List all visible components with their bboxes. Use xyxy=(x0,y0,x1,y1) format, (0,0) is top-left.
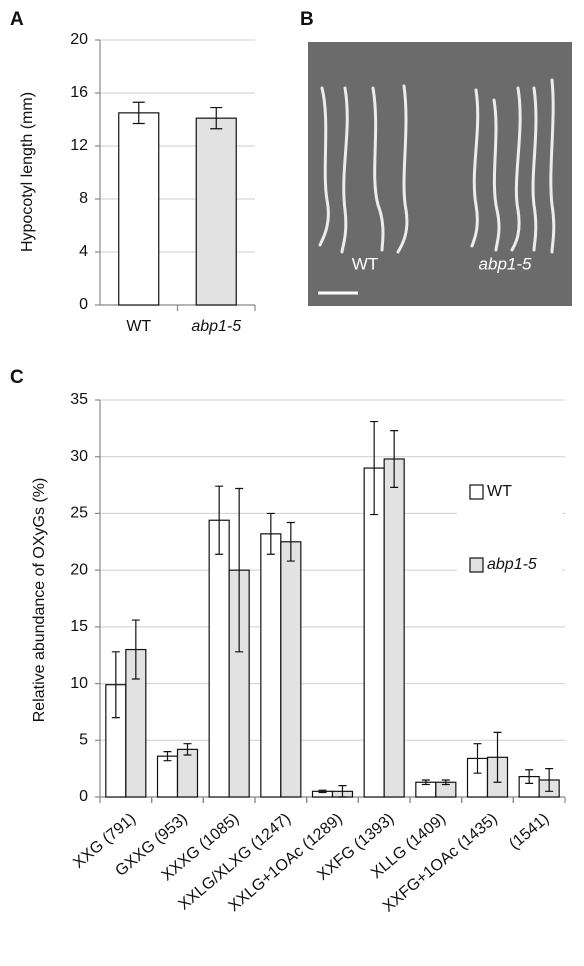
y-tick-label: 25 xyxy=(70,505,88,522)
bar xyxy=(118,112,160,306)
y-tick-label: 15 xyxy=(70,618,88,635)
error-bar xyxy=(183,743,192,756)
error-bar xyxy=(131,619,140,680)
y-tick-label: 20 xyxy=(70,31,88,48)
error-bar xyxy=(370,420,379,516)
legend-label: WT xyxy=(487,483,512,500)
y-tick-label: 30 xyxy=(70,448,88,465)
y-tick-label: 0 xyxy=(79,296,88,313)
bar xyxy=(208,519,230,798)
y-tick-label: 35 xyxy=(70,391,88,408)
error-bar xyxy=(441,779,450,786)
error-bar xyxy=(266,512,275,555)
error-bar xyxy=(235,487,244,653)
photo-label: abp1-5 xyxy=(479,254,532,273)
x-tick-label: abp1-5 xyxy=(191,318,241,335)
legend-swatch xyxy=(469,484,484,500)
error-bar xyxy=(163,751,172,762)
error-bar xyxy=(215,485,224,555)
y-tick-label: 10 xyxy=(70,675,88,692)
bar xyxy=(195,117,237,306)
y-axis-label: Relative abundance of OXyGs (%) xyxy=(31,478,48,723)
seedlings xyxy=(318,78,556,254)
photo xyxy=(308,42,572,306)
bar xyxy=(260,533,282,798)
y-tick-label: 5 xyxy=(79,732,88,749)
panel-label: C xyxy=(10,367,24,388)
photo-background xyxy=(308,42,572,306)
bar xyxy=(383,458,405,798)
error-bar xyxy=(421,779,430,786)
panel-label: B xyxy=(300,9,314,30)
error-bar xyxy=(210,106,223,130)
x-tick-label: WT xyxy=(126,318,151,335)
error-bar xyxy=(338,785,347,798)
photo-label: WT xyxy=(352,254,378,273)
y-tick-label: 4 xyxy=(79,243,88,260)
y-tick-label: 12 xyxy=(70,137,88,154)
y-tick-label: 8 xyxy=(79,190,88,207)
error-bar xyxy=(473,743,482,774)
error-bar xyxy=(525,769,534,784)
bar xyxy=(280,541,302,798)
panel-label: A xyxy=(10,9,24,30)
error-bar xyxy=(390,430,399,488)
error-bar xyxy=(545,768,554,792)
error-bar xyxy=(111,651,120,719)
y-tick-label: 16 xyxy=(70,84,88,101)
error-bar xyxy=(318,789,327,794)
y-tick-label: 0 xyxy=(79,788,88,805)
error-bar xyxy=(286,521,295,562)
legend-swatch xyxy=(469,557,484,573)
error-bar xyxy=(132,101,145,125)
bar xyxy=(363,467,385,798)
x-tick-label: (1541) xyxy=(506,810,552,853)
error-bar xyxy=(493,731,502,783)
legend-label: abp1-5 xyxy=(487,556,537,573)
y-tick-label: 20 xyxy=(70,561,88,578)
bar xyxy=(156,755,179,798)
y-axis-label: Hypocotyl length (mm) xyxy=(19,92,36,252)
bar xyxy=(176,748,199,798)
